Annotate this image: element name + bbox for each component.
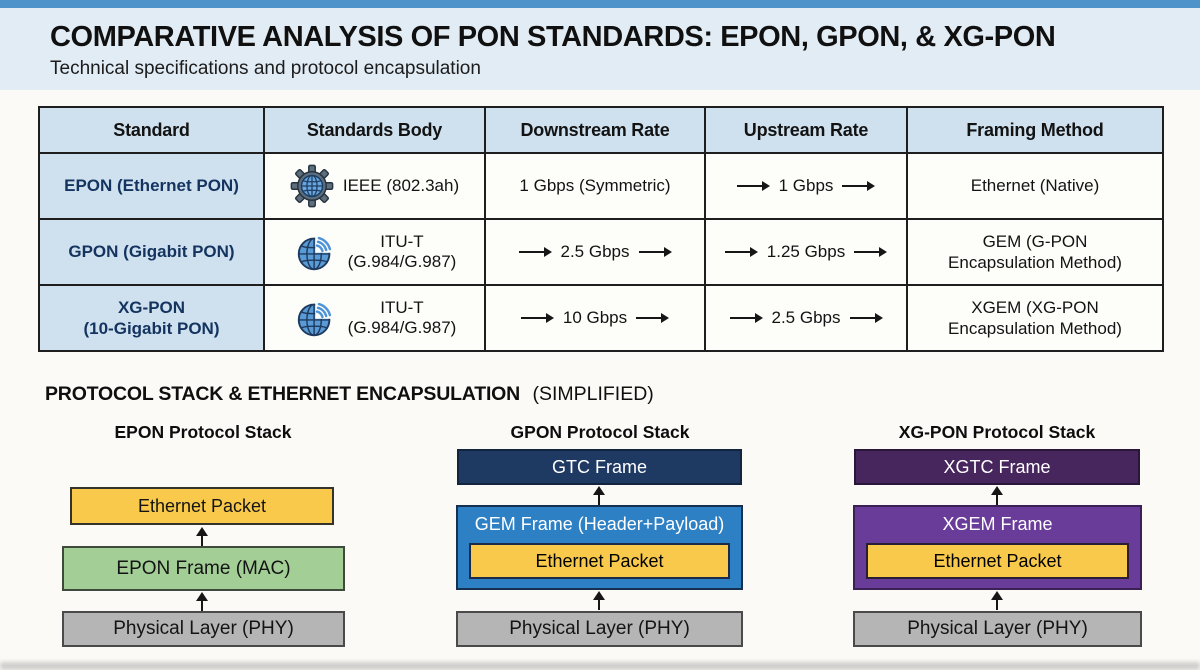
right-arrow-icon xyxy=(636,313,670,323)
standard-line1: XG-PON xyxy=(117,297,186,317)
downstream-value: 1 Gbps (Symmetric) xyxy=(519,176,671,195)
epon-stack-title: EPON Protocol Stack xyxy=(114,422,292,442)
gpon-standards-body-cell: ITU-T (G.984/G.987) xyxy=(263,218,486,286)
framing-label: Ethernet (Native) xyxy=(970,176,1100,195)
right-arrow-icon xyxy=(520,313,554,323)
col-header-standard: Standard xyxy=(38,106,265,154)
page-header: COMPARATIVE ANALYSIS OF PON STANDARDS: E… xyxy=(0,8,1200,90)
col-header-downstream-rate: Downstream Rate xyxy=(484,106,706,154)
bottom-edge-artifact xyxy=(0,662,1200,670)
epon-standards-body-cell: IEEE (802.3ah) xyxy=(263,152,486,220)
pon-comparison-table: Standard Standards Body Downstream Rate … xyxy=(38,106,1164,352)
right-arrow-icon xyxy=(849,313,883,323)
gpon-standard-cell: GPON (Gigabit PON) xyxy=(38,218,265,286)
gpon-downstream-cell: 2.5 Gbps xyxy=(484,218,706,286)
table-header-row: Standard Standards Body Downstream Rate … xyxy=(38,106,1164,154)
section-title-main: PROTOCOL STACK & ETHERNET ENCAPSULATION xyxy=(45,383,521,405)
xgpon-xgem-frame-box: XGEM Frame Ethernet Packet xyxy=(853,505,1142,590)
gpon-gtc-frame-box: GTC Frame xyxy=(457,449,742,485)
ieee-gear-globe-icon xyxy=(290,164,334,208)
xgem-frame-label: XGEM Frame xyxy=(942,514,1053,534)
framing-line1: XGEM (XG-PON xyxy=(971,297,1099,317)
upstream-value: 2.5 Gbps xyxy=(771,308,841,327)
epon-upstream-cell: 1 Gbps xyxy=(704,152,908,220)
up-arrow-icon xyxy=(991,486,1003,505)
gpon-physical-layer-box: Physical Layer (PHY) xyxy=(456,611,743,647)
itu-globe-signal-icon xyxy=(293,229,339,275)
xgpon-nested-ethernet-packet-box: Ethernet Packet xyxy=(866,543,1129,579)
gpon-framing-cell: GEM (G-PON Encapsulation Method) xyxy=(906,218,1164,286)
right-arrow-icon xyxy=(518,247,552,257)
top-accent-bar xyxy=(0,0,1200,8)
standards-body-line2: (G.984/G.987) xyxy=(347,318,457,337)
gem-frame-label: GEM Frame (Header+Payload) xyxy=(474,514,725,534)
table-row-xgpon: XG-PON (10-Gigabit PON) xyxy=(38,284,1164,352)
right-arrow-icon xyxy=(729,313,763,323)
framing-line2: Encapsulation Method) xyxy=(948,253,1122,272)
gpon-upstream-cell: 1.25 Gbps xyxy=(704,218,908,286)
right-arrow-icon xyxy=(736,181,770,191)
framing-line2: Encapsulation Method) xyxy=(948,319,1122,338)
standard-label: GPON (Gigabit PON) xyxy=(68,242,235,262)
xgpon-standards-body-cell: ITU-T (G.984/G.987) xyxy=(263,284,486,352)
section-title: PROTOCOL STACK & ETHERNET ENCAPSULATION … xyxy=(45,383,654,406)
up-arrow-icon xyxy=(196,527,208,546)
xgpon-xgtc-frame-box: XGTC Frame xyxy=(854,449,1140,485)
upstream-value: 1 Gbps xyxy=(778,176,834,195)
standards-body-line2: (G.984/G.987) xyxy=(347,252,457,271)
table-row-epon: EPON (Ethernet PON) xyxy=(38,152,1164,220)
xgpon-upstream-cell: 2.5 Gbps xyxy=(704,284,908,352)
right-arrow-icon xyxy=(842,181,876,191)
epon-ethernet-packet-box: Ethernet Packet xyxy=(70,487,334,525)
col-header-standards-body: Standards Body xyxy=(263,106,486,154)
epon-physical-layer-box: Physical Layer (PHY) xyxy=(62,611,345,647)
epon-standard-cell: EPON (Ethernet PON) xyxy=(38,152,265,220)
right-arrow-icon xyxy=(638,247,672,257)
standard-line2: (10-Gigabit PON) xyxy=(83,319,220,338)
standards-body-line1: ITU-T xyxy=(380,297,424,317)
gpon-gem-frame-box: GEM Frame (Header+Payload) Ethernet Pack… xyxy=(456,505,743,590)
right-arrow-icon xyxy=(724,247,758,257)
page-subtitle: Technical specifications and protocol en… xyxy=(50,58,481,79)
xgpon-downstream-cell: 10 Gbps xyxy=(484,284,706,352)
up-arrow-icon xyxy=(593,591,605,610)
downstream-value: 2.5 Gbps xyxy=(560,242,630,261)
up-arrow-icon xyxy=(593,486,605,505)
framing-line1: GEM (G-PON xyxy=(982,231,1088,251)
epon-framing-cell: Ethernet (Native) xyxy=(906,152,1164,220)
col-header-upstream-rate: Upstream Rate xyxy=(704,106,908,154)
standards-body-label: IEEE (802.3ah) xyxy=(342,176,460,195)
col-header-framing-method: Framing Method xyxy=(906,106,1164,154)
epon-frame-mac-box: EPON Frame (MAC) xyxy=(62,546,345,591)
itu-globe-signal-icon xyxy=(293,295,339,341)
section-title-note: (SIMPLIFIED) xyxy=(532,383,654,405)
epon-downstream-cell: 1 Gbps (Symmetric) xyxy=(484,152,706,220)
up-arrow-icon xyxy=(991,591,1003,610)
xgpon-standard-cell: XG-PON (10-Gigabit PON) xyxy=(38,284,265,352)
standard-label: EPON (Ethernet PON) xyxy=(64,176,239,196)
xgpon-stack-title: XG-PON Protocol Stack xyxy=(898,422,1096,442)
right-arrow-icon xyxy=(854,247,888,257)
downstream-value: 10 Gbps xyxy=(562,308,628,327)
gpon-stack-title: GPON Protocol Stack xyxy=(510,422,690,442)
standards-body-line1: ITU-T xyxy=(380,231,424,251)
table-row-gpon: GPON (Gigabit PON) xyxy=(38,218,1164,286)
page-title: COMPARATIVE ANALYSIS OF PON STANDARDS: E… xyxy=(50,21,1056,53)
xgpon-framing-cell: XGEM (XG-PON Encapsulation Method) xyxy=(906,284,1164,352)
up-arrow-icon xyxy=(196,592,208,611)
upstream-value: 1.25 Gbps xyxy=(766,242,846,261)
gpon-nested-ethernet-packet-box: Ethernet Packet xyxy=(469,543,730,579)
xgpon-physical-layer-box: Physical Layer (PHY) xyxy=(853,611,1142,647)
